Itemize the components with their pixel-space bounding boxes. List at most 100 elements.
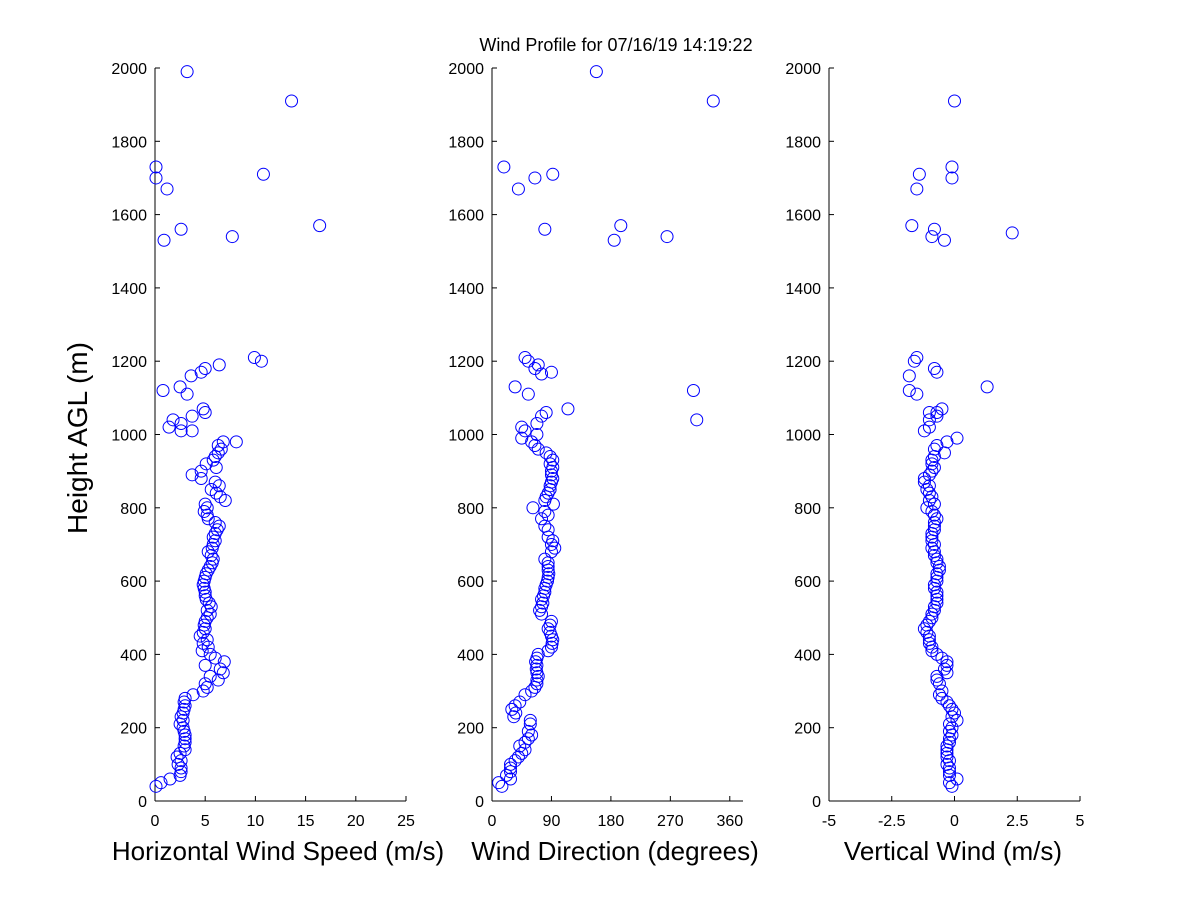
- vertical-point: [922, 406, 936, 420]
- speed-point: [216, 666, 230, 680]
- speed-point: [208, 515, 222, 529]
- vertical-x-tick-label: 5: [1076, 813, 1085, 830]
- speed-point: [196, 402, 210, 416]
- vertical-point: [930, 409, 944, 423]
- vertical-point: [910, 387, 924, 401]
- vertical-point: [930, 365, 944, 379]
- speed-x-axis-label: Horizontal Wind Speed (m/s): [112, 836, 444, 866]
- speed-point: [211, 673, 225, 687]
- vertical-x-tick-label: 2.5: [1006, 813, 1028, 830]
- speed-point: [176, 713, 190, 727]
- chart-title: Wind Profile for 07/16/19 14:19:22: [479, 35, 752, 55]
- speed-point: [160, 182, 174, 196]
- direction-point: [533, 603, 547, 617]
- speed-y-tick-label: 400: [120, 647, 147, 664]
- speed-point: [204, 482, 218, 496]
- direction-point: [544, 545, 558, 559]
- direction-point: [495, 779, 509, 793]
- vertical-point: [910, 182, 924, 196]
- speed-point: [199, 457, 213, 471]
- vertical-point: [942, 717, 956, 731]
- vertical-point: [902, 369, 916, 383]
- vertical-y-tick-label: 1800: [785, 134, 821, 151]
- vertical-point: [905, 219, 919, 233]
- direction-x-tick-label: 0: [488, 813, 497, 830]
- speed-point: [180, 387, 194, 401]
- vertical-point: [927, 362, 941, 376]
- speed-y-tick-label: 2000: [111, 61, 147, 78]
- vertical-point: [927, 519, 941, 533]
- direction-y-tick-label: 600: [457, 574, 484, 591]
- direction-point: [497, 160, 511, 174]
- speed-point: [247, 351, 261, 365]
- vertical-x-tick-label: 0: [950, 813, 959, 830]
- speed-point: [174, 222, 188, 236]
- speed-point: [254, 354, 268, 368]
- vertical-point: [1005, 226, 1019, 240]
- direction-point: [607, 233, 621, 247]
- speed-point: [149, 160, 163, 174]
- direction-y-tick-label: 1600: [448, 208, 484, 225]
- direction-y-tick-label: 1800: [448, 134, 484, 151]
- vertical-point: [942, 735, 956, 749]
- direction-point: [539, 406, 553, 420]
- speed-x-tick-label: 0: [151, 813, 160, 830]
- speed-point: [313, 219, 327, 233]
- direction-point: [521, 387, 535, 401]
- direction-point: [521, 354, 535, 368]
- direction-point: [548, 541, 562, 555]
- vertical-point: [912, 167, 926, 181]
- speed-y-tick-label: 1200: [111, 354, 147, 371]
- speed-point: [163, 772, 177, 786]
- direction-point: [539, 446, 553, 460]
- vertical-y-tick-label: 200: [794, 721, 821, 738]
- speed-point: [178, 735, 192, 749]
- direction-point: [544, 365, 558, 379]
- speed-point: [213, 490, 227, 504]
- speed-y-tick-label: 1800: [111, 134, 147, 151]
- direction-point: [535, 409, 549, 423]
- vertical-x-axis-label: Vertical Wind (m/s): [844, 836, 1062, 866]
- direction-y-tick-label: 1400: [448, 281, 484, 298]
- vertical-point: [945, 721, 959, 735]
- speed-point: [229, 435, 243, 449]
- direction-point: [541, 523, 555, 537]
- vertical-point: [922, 420, 936, 434]
- vertical-x-tick-label: -2.5: [878, 813, 906, 830]
- direction-point: [511, 750, 525, 764]
- vertical-point: [910, 351, 924, 365]
- speed-point: [156, 384, 170, 398]
- direction-y-tick-label: 1200: [448, 354, 484, 371]
- direction-point: [503, 761, 517, 775]
- vertical-y-ticks: 0 200 400 600 800 1000 1200 1400 1600 1800 2000: [785, 61, 834, 811]
- speed-point: [203, 647, 217, 661]
- speed-point: [212, 479, 226, 493]
- speed-y-tick-label: 1400: [111, 281, 147, 298]
- speed-point: [208, 526, 222, 540]
- direction-point: [546, 534, 560, 548]
- direction-point: [614, 219, 628, 233]
- vertical-point: [930, 438, 944, 452]
- direction-point: [507, 710, 521, 724]
- vertical-point: [930, 512, 944, 526]
- vertical-panel: 0 200 400 600 800 1000 1200 1400 1600 1800 2000 -5…: [785, 61, 1084, 866]
- direction-point: [521, 732, 535, 746]
- vertical-point: [917, 475, 931, 489]
- vertical-point: [942, 765, 956, 779]
- vertical-point: [925, 230, 939, 244]
- speed-point: [204, 548, 218, 562]
- vertical-x-tick-label: -5: [822, 813, 836, 830]
- speed-point: [196, 636, 210, 650]
- direction-point: [521, 724, 535, 738]
- speed-x-tick-label: 15: [297, 813, 315, 830]
- vertical-point: [925, 457, 939, 471]
- direction-point: [525, 684, 539, 698]
- direction-y-tick-label: 400: [457, 647, 484, 664]
- direction-point: [492, 776, 506, 790]
- direction-point: [538, 222, 552, 236]
- speed-x-tick-label: 25: [397, 813, 415, 830]
- speed-point: [185, 409, 199, 423]
- vertical-point: [922, 486, 936, 500]
